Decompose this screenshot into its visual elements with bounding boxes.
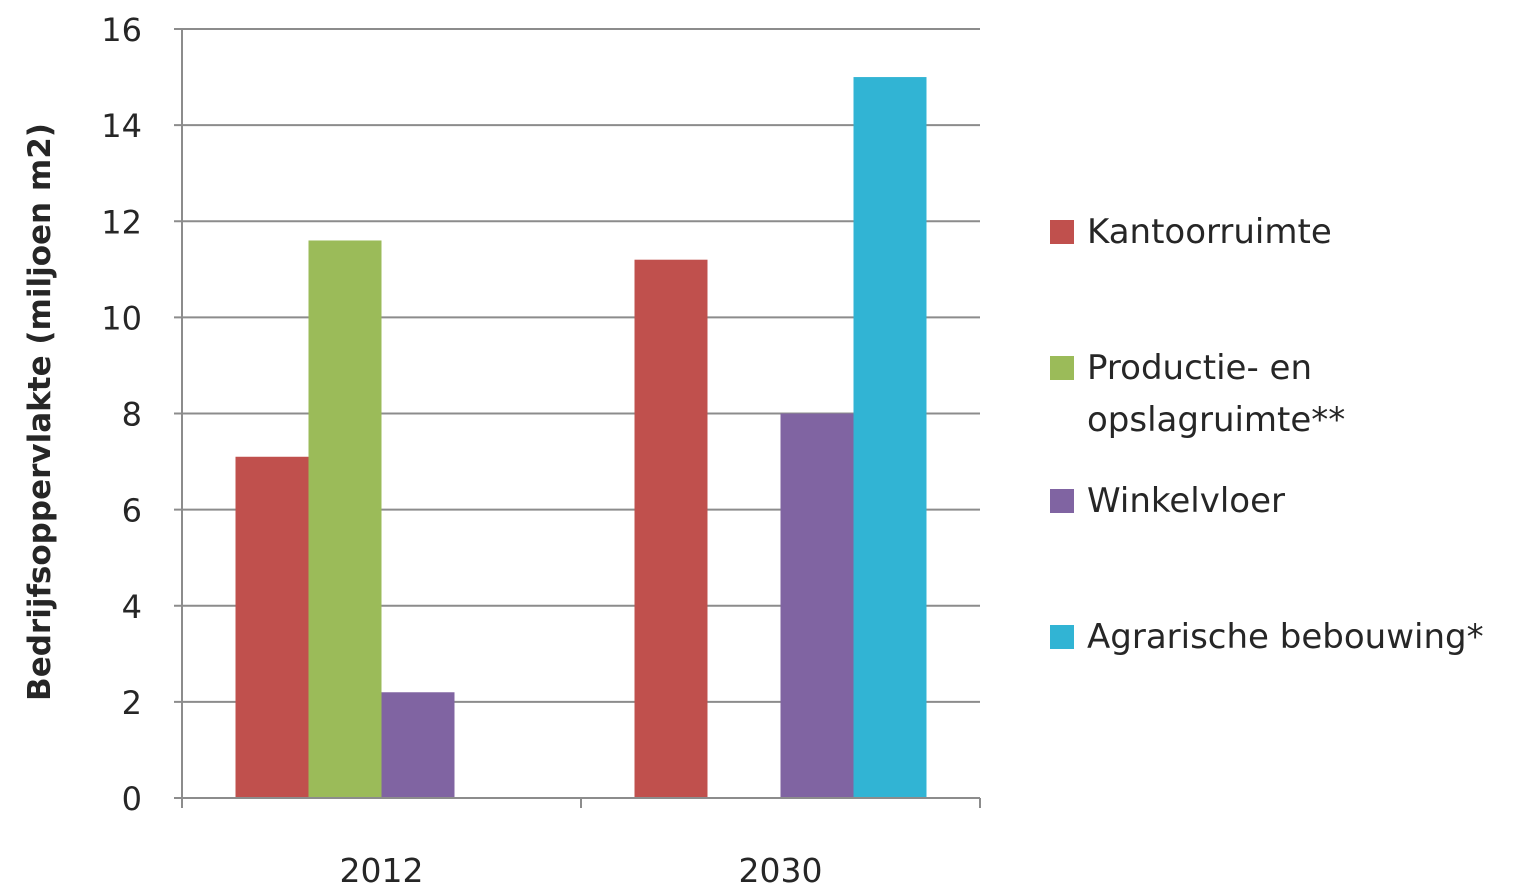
axes	[181, 29, 981, 808]
legend-label: Agrarische bebouwing*	[1087, 617, 1484, 657]
x-tick-label: 2030	[739, 851, 823, 889]
bar-kantoorruimte-2030	[634, 259, 708, 798]
y-tick-label: 8	[122, 396, 142, 434]
bars	[235, 77, 927, 799]
y-tick-label: 2	[122, 684, 142, 722]
y-tick-label: 4	[122, 588, 142, 626]
legend-label: Winkelvloer	[1087, 481, 1285, 521]
bar-winkelvloer-2030	[780, 413, 854, 798]
y-tick-label: 0	[122, 780, 142, 818]
legend: Kantoorruimte Productie- en opslagruimte**…	[1050, 212, 1484, 657]
legend-label: Productie- en	[1087, 348, 1312, 388]
x-tick-label: 2012	[340, 851, 424, 889]
y-tick-label: 16	[101, 11, 142, 49]
legend-swatch	[1050, 489, 1074, 513]
bar-kantoorruimte-2012	[235, 456, 309, 798]
legend-swatch	[1050, 220, 1074, 244]
y-tick-label: 12	[101, 203, 142, 241]
bar-agrarische-bebouwing-2030	[853, 77, 927, 798]
bar-winkelvloer-2012	[381, 692, 455, 798]
legend-swatch	[1050, 356, 1074, 380]
legend-swatch	[1050, 625, 1074, 649]
y-axis-ticks: 0 2 4 6 8 10 12 14 16	[101, 11, 182, 818]
y-tick-label: 14	[101, 107, 142, 145]
legend-label: opslagruimte**	[1087, 400, 1345, 440]
y-tick-label: 10	[101, 299, 142, 337]
x-axis-ticks: 2012 2030	[340, 851, 823, 889]
legend-label: Kantoorruimte	[1087, 212, 1332, 252]
y-axis-label: Bedrijfsoppervlakte (miljoen m2)	[22, 123, 58, 701]
y-tick-label: 6	[122, 492, 142, 530]
bar-productie-en-opslagruimte-2012	[308, 240, 382, 799]
